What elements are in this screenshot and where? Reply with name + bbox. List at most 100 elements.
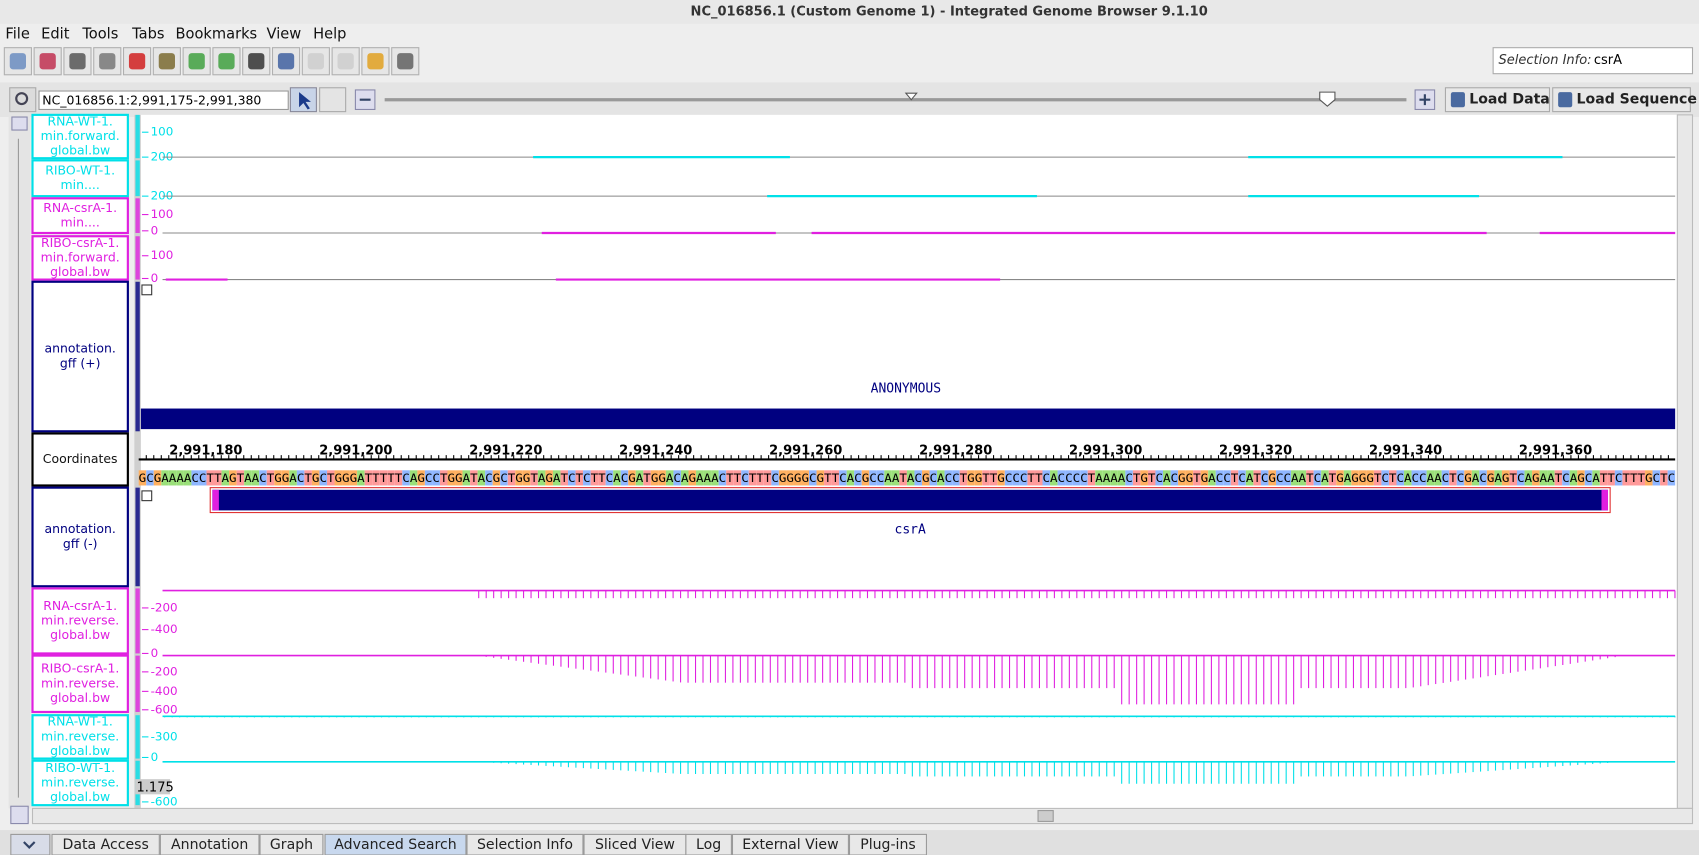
menu-item[interactable]: View xyxy=(267,26,302,43)
base-background xyxy=(688,470,697,486)
base-background xyxy=(1404,470,1412,486)
base-background xyxy=(846,470,855,486)
base-background xyxy=(1554,470,1563,486)
base-background xyxy=(650,470,659,486)
base-background xyxy=(409,470,418,486)
slider-thumb[interactable] xyxy=(904,92,918,101)
toolbar-icon xyxy=(337,53,354,70)
collapse-icon[interactable] xyxy=(141,284,153,296)
tab[interactable] xyxy=(685,833,732,855)
menu-item[interactable]: Tabs xyxy=(131,26,164,43)
tab[interactable] xyxy=(324,833,467,855)
vertical-scrollbar[interactable] xyxy=(1676,114,1694,809)
base-background xyxy=(771,470,779,486)
track-label: min.... xyxy=(61,214,100,229)
toolbar-icon xyxy=(39,53,56,70)
menu-item[interactable]: Bookmarks xyxy=(176,26,258,43)
base-background xyxy=(1494,470,1502,486)
collapse-icon[interactable] xyxy=(141,490,153,502)
base-background xyxy=(1547,470,1555,486)
base-background xyxy=(424,470,433,486)
base-background xyxy=(952,470,960,486)
feature-bar[interactable] xyxy=(140,408,1676,430)
toolbar-button[interactable] xyxy=(93,47,122,76)
base-background xyxy=(1185,470,1194,486)
feature-bar[interactable] xyxy=(212,489,1608,511)
track-label-box[interactable] xyxy=(31,432,129,487)
tab[interactable] xyxy=(848,833,927,855)
base-background xyxy=(206,470,215,486)
collapse-button[interactable] xyxy=(11,116,28,131)
tab[interactable] xyxy=(51,833,160,855)
base-background xyxy=(485,470,493,486)
base-background xyxy=(1275,470,1284,486)
track-label-box[interactable] xyxy=(31,159,129,198)
add-track-button[interactable] xyxy=(10,805,29,825)
base-background xyxy=(168,470,177,486)
track-area xyxy=(138,114,1678,809)
base-background xyxy=(296,470,305,486)
track-label-box[interactable] xyxy=(31,235,129,281)
horizontal-scrollbar[interactable] xyxy=(31,807,1694,825)
track-label-box[interactable] xyxy=(31,654,129,714)
tab-menu-button[interactable] xyxy=(10,833,51,855)
base-background xyxy=(921,470,930,486)
base-background xyxy=(221,470,230,486)
base-background xyxy=(929,470,938,486)
track-label-box[interactable] xyxy=(31,759,129,807)
track-label-box[interactable] xyxy=(31,587,129,655)
base-background xyxy=(244,470,252,486)
toolbar-icon xyxy=(99,53,116,70)
axis-tick-label: 100 xyxy=(151,125,174,139)
base-background xyxy=(613,470,621,486)
toolbar-icon xyxy=(248,53,265,70)
base-background xyxy=(635,470,644,486)
scroll-thumb[interactable] xyxy=(1037,810,1054,822)
base-background xyxy=(1351,470,1359,486)
base-background xyxy=(153,470,162,486)
location-input[interactable] xyxy=(38,90,289,110)
base-background xyxy=(989,470,998,486)
base-background xyxy=(259,470,267,486)
base-background xyxy=(432,470,440,486)
base-background xyxy=(1200,470,1209,486)
base-background xyxy=(515,470,523,486)
slider-thumb[interactable] xyxy=(1319,91,1336,107)
load-button[interactable] xyxy=(1552,87,1691,113)
tab[interactable] xyxy=(159,833,260,855)
tab[interactable] xyxy=(731,833,849,855)
search-button[interactable] xyxy=(9,87,37,113)
toolbar-button[interactable] xyxy=(212,47,241,76)
track-label-box[interactable] xyxy=(31,280,129,433)
track-label-box[interactable] xyxy=(31,113,129,160)
base-background xyxy=(1268,470,1276,486)
base-background xyxy=(1667,470,1676,486)
menu-item[interactable]: Edit xyxy=(41,26,70,43)
base-background xyxy=(665,470,674,486)
base-background xyxy=(522,470,531,486)
menu-item[interactable]: Tools xyxy=(81,26,118,43)
track-label: RIBO-WT-1. xyxy=(45,162,115,177)
menu-item[interactable]: File xyxy=(5,26,29,43)
pan-tool[interactable] xyxy=(319,87,347,113)
base-background xyxy=(1328,470,1337,486)
tab[interactable] xyxy=(466,833,584,855)
base-background xyxy=(741,470,749,486)
base-background xyxy=(605,470,614,486)
track-label-box[interactable] xyxy=(31,486,129,588)
base-background xyxy=(809,470,817,486)
base-background xyxy=(861,470,870,486)
load-button[interactable] xyxy=(1444,87,1551,113)
menu-item[interactable]: Help xyxy=(313,26,346,43)
track-label-box[interactable] xyxy=(31,714,129,760)
base-background xyxy=(1012,470,1020,486)
track-label-box[interactable] xyxy=(31,197,129,235)
toolbar-icon xyxy=(69,53,86,70)
base-background xyxy=(311,470,320,486)
base-background xyxy=(530,470,538,486)
track-label: Coordinates xyxy=(43,451,118,466)
tab[interactable] xyxy=(259,833,324,855)
tab-label: Annotation xyxy=(171,837,248,853)
base-background xyxy=(146,470,154,486)
base-background xyxy=(1645,470,1653,486)
